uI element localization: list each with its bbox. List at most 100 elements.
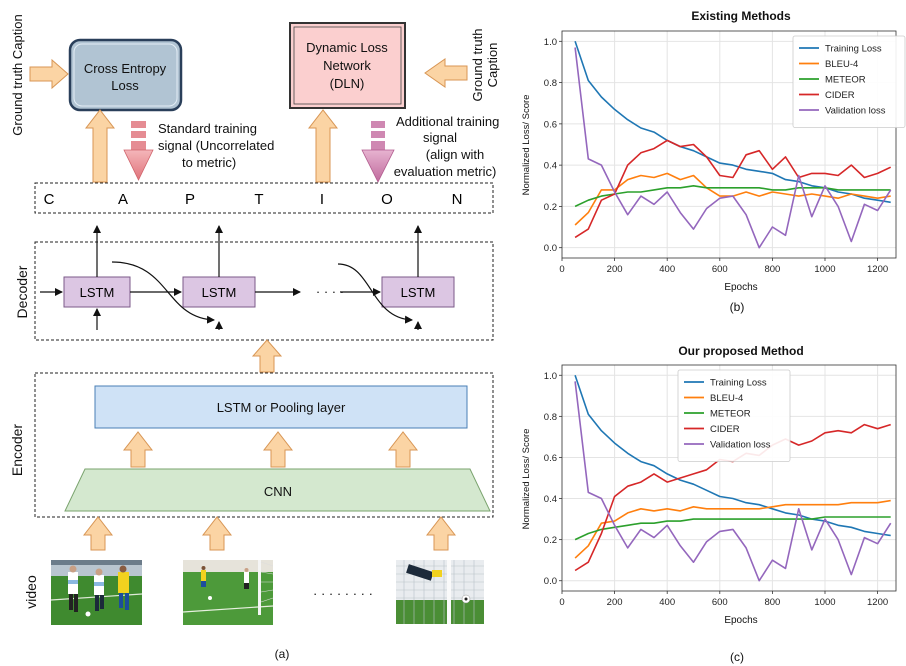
additional-signal-line-4: evaluation metric)	[394, 164, 497, 179]
chart-b-legend-label-training-loss: Training Loss	[825, 44, 882, 55]
chart-c-legend-label-cider: CIDER	[710, 424, 740, 435]
cross-entropy-loss-box: Cross Entropy Loss	[68, 38, 183, 112]
chart-b-title: Existing Methods	[691, 9, 791, 23]
standard-signal-line-1: Standard training	[158, 121, 257, 136]
cnn-label: CNN	[264, 484, 292, 499]
arrow-encoder-to-decoder	[251, 339, 283, 373]
chart-c-series-bleu-4	[574, 499, 891, 559]
caption-letter-c: C	[44, 191, 55, 208]
chart-c-xtick-label-5: 1000	[814, 597, 835, 608]
chart-c-axes-frame	[561, 364, 897, 592]
dln-line-1: Dynamic Loss	[306, 40, 388, 55]
chart-c-xtick-label-4: 800	[764, 597, 780, 608]
cnn-trapezoid	[64, 468, 491, 512]
chart-b-ytick-label-3: 0.6	[544, 119, 557, 130]
caption-letter-o: O	[381, 191, 393, 208]
chart-c-ylabel: Normalized Loss/ Score	[521, 429, 532, 530]
chart-b-xtick-label-4: 800	[764, 264, 780, 275]
lstm-block-1	[63, 276, 131, 308]
caption-box	[34, 182, 494, 214]
arrow-gt-to-dln	[424, 58, 468, 88]
arrow-caption-to-dln	[307, 109, 339, 183]
chart-b-legend-label-meteor: METEOR	[825, 75, 866, 86]
chart-c-legend-label-meteor: METEOR	[710, 409, 751, 420]
chart-b-xtick-label-6: 1200	[867, 264, 888, 275]
arrows-frames-to-cnn	[82, 516, 457, 551]
chart-c-xlabel: Epochs	[724, 615, 757, 626]
chart-b-series-bleu-4	[574, 172, 891, 226]
video-frame-1	[50, 560, 143, 625]
chart-c-xtick-label-0: 0	[559, 597, 564, 608]
decoder-label: Decoder	[14, 265, 30, 318]
chart-b-xtick-label-3: 600	[712, 264, 728, 275]
arrow-caption-to-ce	[84, 109, 116, 183]
dln-line-3: (DLN)	[330, 76, 365, 91]
ground-truth-label-right-2: Caption	[485, 43, 500, 88]
chart-c-ytick-label-0: 0.0	[544, 576, 557, 587]
chart-c-title: Our proposed Method	[678, 344, 803, 358]
frames-ellipsis: · · · · · · · ·	[313, 586, 373, 601]
caption-letter-a: A	[118, 191, 128, 208]
pooling-layer-label: LSTM or Pooling layer	[217, 400, 346, 415]
chart-b-series-validation-loss	[574, 47, 892, 249]
video-label: video	[23, 575, 39, 609]
standard-signal-arrow	[123, 121, 154, 181]
encoder-box	[34, 372, 494, 518]
dln-line-2: Network	[323, 58, 371, 73]
dln-box: Dynamic Loss Network (DLN)	[289, 22, 406, 109]
chart-b-xtick-label-5: 1000	[814, 264, 835, 275]
chart-c-xtick-label-3: 600	[712, 597, 728, 608]
lstm-block-2	[182, 276, 256, 308]
ground-truth-label-left: Ground truth Caption	[10, 14, 25, 135]
decoder-arrows	[40, 225, 422, 330]
chart-c-series-meteor	[574, 516, 891, 541]
chart-b-ytick-label-0: 0.0	[544, 243, 557, 254]
chart-c-ytick-label-4: 0.8	[544, 412, 557, 423]
chart-b-xtick-label-0: 0	[559, 264, 564, 275]
chart-c-ytick-label-2: 0.4	[544, 494, 557, 505]
encoder-label: Encoder	[9, 424, 25, 476]
caption-letter-t: T	[254, 191, 263, 208]
lstm-label-2: LSTM	[202, 285, 237, 300]
caption-letter-i: I	[320, 191, 324, 208]
chart-b-legend-label-cider: CIDER	[825, 90, 855, 101]
chart-b-plot-area: 0 200 400 600 800 1000 1200 0.0 0.2 0.4 0.6 0.8 1.0 T…	[544, 30, 906, 275]
architecture-diagram: Ground truth Caption Cross Entropy Loss …	[9, 14, 500, 661]
lstm-label-3: LSTM	[401, 285, 436, 300]
chart-b-series-cider	[574, 139, 892, 239]
chart-c-legend-label-validation-loss: Validation loss	[710, 440, 771, 451]
chart-b-ytick-label-1: 0.2	[544, 202, 557, 213]
caption-letters: C A P T I O N	[44, 191, 463, 208]
chart-c-legend-label-training-loss: Training Loss	[710, 378, 767, 389]
pooling-layer-box	[94, 385, 468, 429]
chart-c-ytick-label-1: 0.2	[544, 535, 557, 546]
video-frame-3	[396, 560, 484, 624]
chart-b-panel-label: (b)	[730, 300, 745, 314]
chart-b-ylabel: Normalized Loss/ Score	[521, 95, 532, 196]
arrows-cnn-to-pool	[122, 431, 419, 468]
chart-b-ytick-label-2: 0.4	[544, 161, 557, 172]
caption-letter-p: P	[185, 191, 195, 208]
chart-c-series-training-loss	[574, 375, 891, 537]
chart-b-axes-frame	[561, 30, 897, 259]
chart-b-xtick-label-1: 200	[607, 264, 623, 275]
decoder-ellipsis: · · · ·	[316, 284, 344, 299]
cross-entropy-subtitle: Loss	[111, 78, 139, 93]
chart-existing-methods: Existing Methods 0 200 400 600 800 1000 1200 0.…	[521, 9, 906, 314]
panel-label-a: (a)	[275, 647, 290, 661]
cross-entropy-title: Cross Entropy	[84, 61, 167, 76]
chart-b-xlabel: Epochs	[724, 282, 757, 293]
chart-c-series-validation-loss	[574, 381, 892, 582]
chart-b-xtick-label-2: 400	[659, 264, 675, 275]
chart-c-legend-label-bleu-4: BLEU-4	[710, 393, 743, 404]
decoder-box	[34, 241, 494, 341]
additional-signal-line-2: signal	[423, 130, 457, 145]
chart-b-series-meteor	[574, 185, 891, 208]
lstm-block-3	[381, 276, 455, 308]
chart-b-series-training-loss	[574, 41, 891, 204]
additional-signal-arrow	[361, 121, 395, 183]
chart-c-legend	[677, 369, 791, 462]
standard-signal-line-3: to metric)	[182, 155, 236, 170]
chart-b-ytick-label-4: 0.8	[544, 78, 557, 89]
additional-signal-line-1: Additional training	[396, 114, 499, 129]
